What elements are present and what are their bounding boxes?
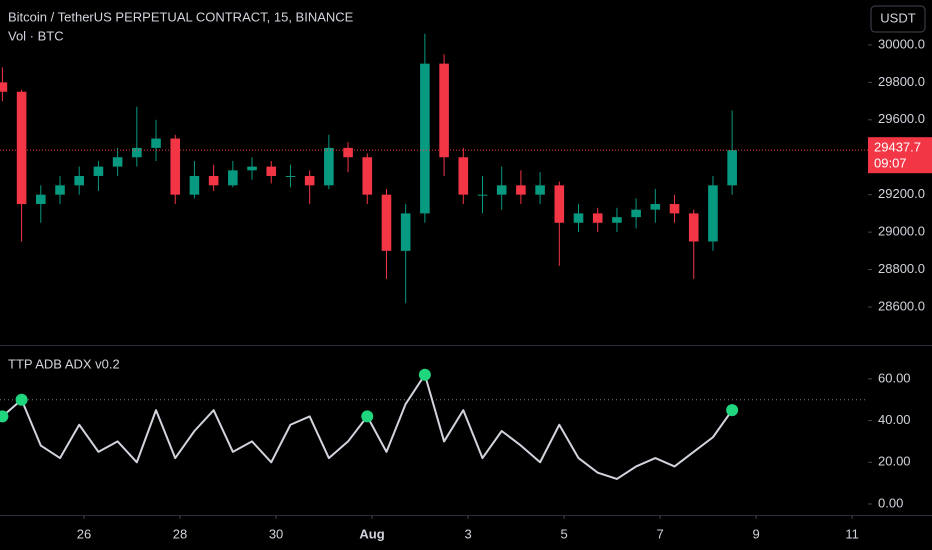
candle-body [93, 166, 104, 176]
y-tick-label: 29000.0 [878, 224, 925, 239]
indicator-title: TTP ADB ADX v0.2 [8, 356, 120, 371]
price-tag-value: 29437.7 [874, 140, 921, 155]
signal-dot [361, 410, 374, 423]
candle-body [650, 204, 661, 210]
candle-body [151, 138, 161, 148]
price-tag-countdown: 09:07 [874, 156, 907, 171]
candle-body [74, 175, 85, 186]
y-tick-label: 29800.0 [878, 74, 925, 89]
candle-body [669, 204, 680, 214]
signal-dot [0, 410, 9, 423]
x-tick-label: 11 [845, 526, 859, 541]
y-tick-label: 20.00 [878, 454, 911, 469]
candle-body [688, 213, 699, 242]
candle-body [285, 175, 296, 177]
candle-body [343, 147, 353, 158]
y-tick-label: 40.00 [878, 412, 911, 427]
x-tick-label: 26 [77, 526, 91, 541]
candle-body [112, 157, 123, 167]
candle-body [16, 91, 27, 205]
chart-title: Bitcoin / TetherUS PERPETUAL CONTRACT, 1… [8, 9, 354, 24]
candle-body [247, 166, 257, 171]
candle-body [554, 185, 565, 223]
candle-body [0, 82, 8, 92]
candle-body [266, 166, 277, 176]
signal-dot [418, 368, 431, 381]
candle-body [458, 157, 469, 195]
candle-body [612, 217, 622, 223]
price-tag [868, 137, 932, 174]
candle-body [400, 213, 411, 251]
candle-body [573, 213, 584, 223]
candle-body [420, 63, 430, 214]
currency-button[interactable] [870, 5, 926, 33]
y-tick-label: 30000.0 [878, 36, 925, 51]
y-tick-label: 29600.0 [878, 111, 925, 126]
signal-dot [726, 404, 739, 417]
x-tick-label: 9 [753, 526, 760, 541]
candle-body [381, 194, 392, 251]
candle-body [535, 185, 545, 195]
candle-body [439, 63, 449, 158]
candle-body [362, 157, 373, 195]
chart-subtitle: Vol · BTC [8, 28, 64, 43]
candle-body [208, 175, 219, 186]
x-tick-label: 3 [464, 526, 471, 541]
candle-body [36, 194, 46, 205]
candle-body [708, 185, 718, 242]
candle-body [55, 185, 65, 195]
y-tick-label: 60.00 [878, 370, 911, 385]
signal-dot [15, 393, 28, 406]
x-tick-label: 28 [173, 526, 187, 541]
x-tick-label: 5 [560, 526, 567, 541]
candle-body [324, 147, 334, 186]
candle-body [189, 175, 200, 195]
x-tick-label: 30 [269, 526, 283, 541]
candle-body [132, 147, 142, 158]
candle-body [228, 170, 238, 186]
candle-body [170, 138, 181, 195]
y-tick-label: 29200.0 [878, 186, 925, 201]
x-tick-label: 7 [657, 526, 664, 541]
candle-body [496, 185, 507, 195]
x-tick-label: Aug [359, 526, 384, 541]
currency-button-label[interactable]: USDT [880, 10, 915, 25]
candle-body [727, 150, 737, 186]
candle-body [304, 175, 315, 186]
candle-body [592, 213, 603, 223]
y-tick-label: 0.00 [878, 495, 903, 510]
candle-body [516, 185, 526, 195]
y-tick-label: 28600.0 [878, 298, 925, 313]
candle-body [477, 194, 488, 196]
candle-body [631, 209, 641, 218]
y-tick-label: 28800.0 [878, 261, 925, 276]
